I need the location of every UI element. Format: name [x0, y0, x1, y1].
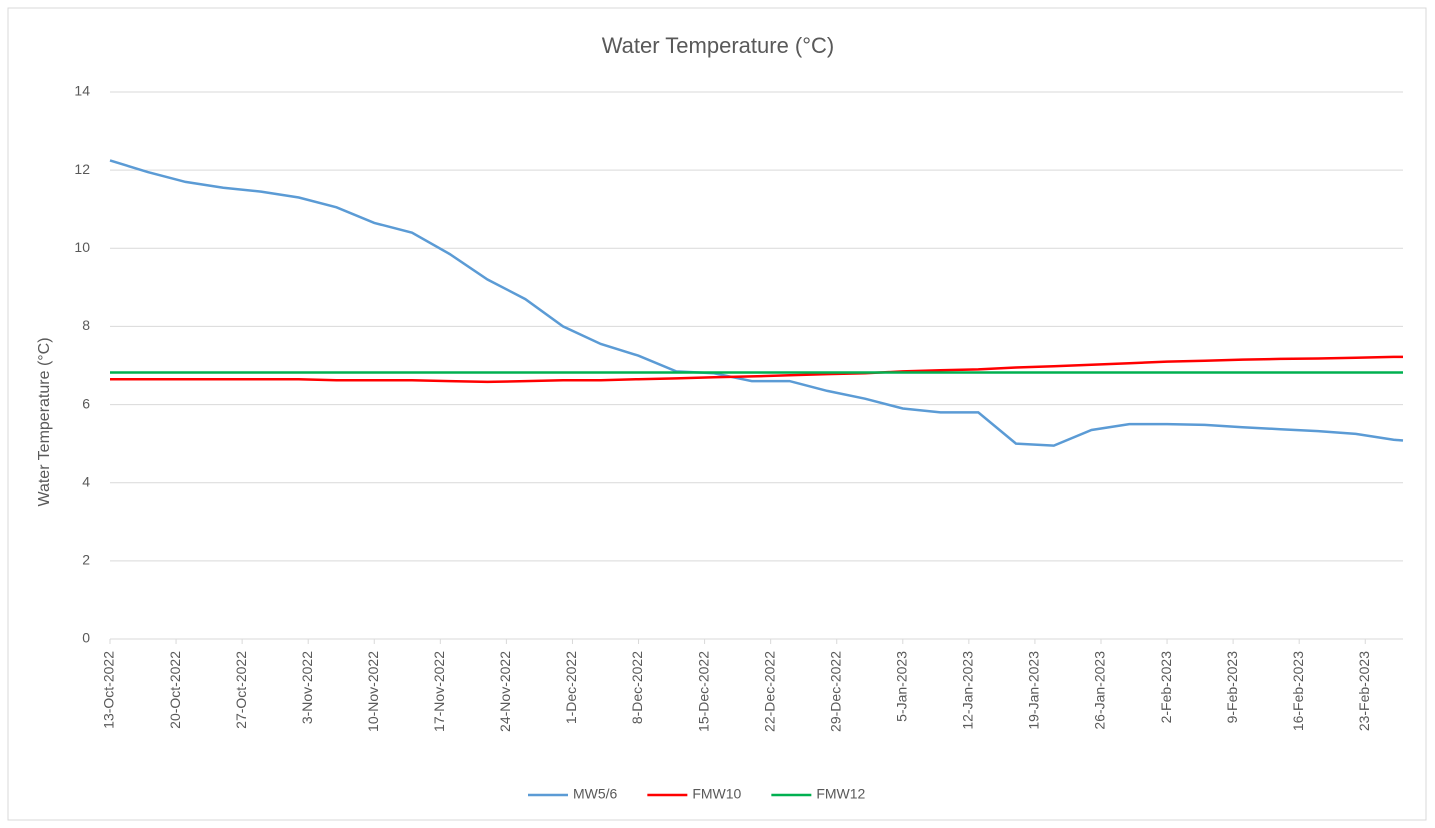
y-tick-label: 4 [82, 473, 90, 489]
x-tick-label: 17-Nov-2022 [431, 651, 447, 732]
x-tick-label: 22-Dec-2022 [761, 651, 777, 732]
x-tick-label: 1-Dec-2022 [563, 651, 579, 724]
x-tick-label: 26-Jan-2023 [1092, 651, 1108, 730]
y-tick-label: 6 [82, 395, 90, 411]
y-tick-label: 14 [74, 83, 90, 99]
x-tick-label: 19-Jan-2023 [1026, 651, 1042, 730]
x-tick-label: 24-Nov-2022 [497, 651, 513, 732]
legend-label: MW5/6 [573, 786, 618, 802]
legend-label: FMW12 [816, 786, 865, 802]
y-tick-label: 12 [74, 161, 90, 177]
x-tick-label: 12-Jan-2023 [960, 651, 976, 730]
x-tick-label: 9-Feb-2023 [1224, 651, 1240, 724]
x-tick-label: 16-Feb-2023 [1290, 651, 1306, 731]
y-tick-label: 2 [82, 552, 90, 568]
x-tick-label: 10-Nov-2022 [365, 651, 381, 732]
x-tick-label: 20-Oct-2022 [167, 651, 183, 729]
legend-label: FMW10 [692, 786, 741, 802]
chart-frame [7, 7, 1427, 821]
series-line [110, 355, 1403, 384]
y-tick-label: 0 [82, 630, 90, 646]
y-tick-label: 8 [82, 317, 90, 333]
x-tick-label: 2-Feb-2023 [1158, 651, 1174, 724]
x-tick-label: 29-Dec-2022 [827, 651, 843, 732]
series-line [109, 159, 1404, 447]
x-tick-label: 5-Jan-2023 [893, 651, 909, 722]
x-tick-label: 13-Oct-2022 [101, 651, 117, 729]
x-tick-label: 23-Feb-2023 [1356, 651, 1372, 731]
x-tick-label: 3-Nov-2022 [299, 651, 315, 724]
y-axis-title: Water Temperature (°C) [36, 337, 53, 506]
x-tick-label: 15-Dec-2022 [695, 651, 711, 732]
chart-title: Water Temperature (°C) [602, 33, 835, 58]
y-tick-label: 10 [74, 239, 90, 255]
x-tick-label: 8-Dec-2022 [629, 651, 645, 724]
x-tick-label: 27-Oct-2022 [233, 651, 249, 729]
